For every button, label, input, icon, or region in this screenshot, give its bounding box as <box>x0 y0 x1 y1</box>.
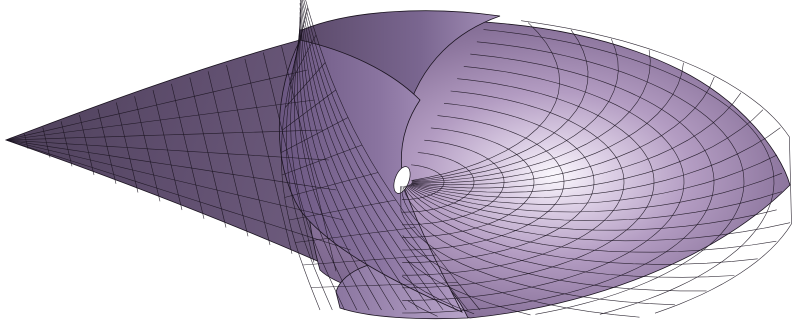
mesh-ring-line <box>402 90 625 276</box>
mesh-ring-line <box>402 78 655 289</box>
mesh-radial-line <box>411 22 560 181</box>
mesh-fold-line <box>281 117 349 153</box>
mesh-radial-line <box>406 259 531 316</box>
front-fold-patch <box>278 39 463 313</box>
mesh-wing-line <box>5 139 337 191</box>
mesh-ring-line <box>483 29 775 315</box>
mesh-wing-line <box>5 99 315 141</box>
mesh-fold-line <box>282 89 336 131</box>
mesh-radial-line <box>411 38 619 182</box>
mesh-wing-line <box>5 139 344 221</box>
mesh-fold-line <box>284 62 326 108</box>
mesh-radial-line <box>407 300 438 317</box>
mesh-wing-line <box>5 139 351 251</box>
mesh-lines <box>5 0 792 318</box>
mesh-radial-line <box>404 185 777 253</box>
mesh-radial-line <box>411 29 589 182</box>
mesh-ring-line <box>402 115 565 251</box>
mesh-fold-line <box>302 254 437 266</box>
mesh-radial-line <box>405 185 791 242</box>
mesh-radial-line <box>411 76 715 186</box>
mesh-wing-line <box>5 69 308 141</box>
mesh-radial-line <box>410 127 781 199</box>
mesh-radial-line <box>411 92 742 189</box>
mesh-ring-line <box>402 53 715 314</box>
mesh-fold-line <box>294 7 309 63</box>
mesh-fold-line <box>284 172 379 198</box>
mesh-ring-line <box>402 127 535 238</box>
mesh-fold-line <box>281 144 363 176</box>
mesh-ring-line <box>476 41 745 315</box>
mesh-radial-line <box>402 235 640 318</box>
mesh-ring-line <box>521 20 792 314</box>
mesh-wing-line <box>5 139 330 161</box>
mesh-fold-line <box>289 199 396 221</box>
mesh-ring-line <box>402 164 445 200</box>
mesh-radial-line <box>401 186 707 292</box>
mesh-radial-line <box>402 186 735 278</box>
mesh-radial-line <box>411 62 684 184</box>
mesh-fold-line <box>289 34 317 86</box>
mesh-radial-line <box>410 109 764 193</box>
mesh-ring-line <box>402 66 685 301</box>
mesh-ring-line <box>402 152 475 213</box>
mesh-ring-line <box>402 139 505 226</box>
mesh-fold-line <box>295 227 416 243</box>
mesh-radial-line <box>411 49 651 183</box>
mesh-ring-line <box>402 103 595 263</box>
mesh-fold-line <box>311 282 458 288</box>
mesh-radial-line <box>403 185 758 265</box>
mesh-wing-line <box>5 129 322 141</box>
